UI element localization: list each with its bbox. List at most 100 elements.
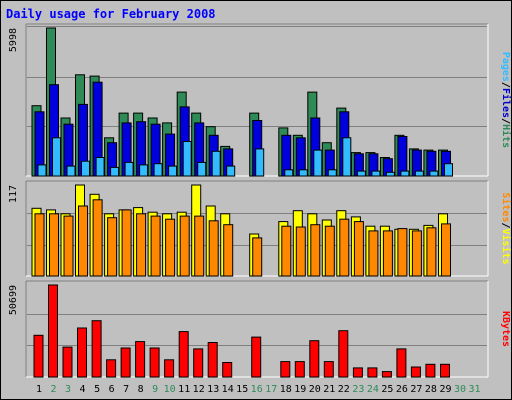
bar-pages <box>342 137 352 177</box>
x-tick-label: 8 <box>138 384 144 395</box>
x-tick-label: 4 <box>79 384 85 395</box>
bar-kbytes <box>33 334 44 378</box>
bar-kbytes <box>164 359 175 378</box>
bar-sites <box>411 230 422 277</box>
bar-kbytes <box>367 367 378 378</box>
bar-kbytes <box>294 361 305 378</box>
bar-pages <box>110 166 120 177</box>
bar-kbytes <box>193 348 204 378</box>
bar-kbytes <box>425 363 436 378</box>
legend-entry: / <box>500 82 511 88</box>
bar-sites <box>63 215 74 277</box>
bar-pages <box>429 170 439 177</box>
x-tick-label: 13 <box>207 384 219 395</box>
bar-pages <box>385 171 395 177</box>
legend-entry: / <box>500 118 511 124</box>
bar-pages <box>66 165 76 177</box>
x-tick-label: 2 <box>50 384 56 395</box>
bar-kbytes <box>440 363 450 378</box>
bar-sites <box>441 223 451 277</box>
chart-title: Daily usage for February 2008 <box>6 7 216 21</box>
x-tick-label: 15 <box>236 384 248 395</box>
bar-pages <box>444 163 453 177</box>
x-tick-label: 5 <box>94 384 100 395</box>
legend-entry: Files <box>500 88 512 118</box>
x-tick-label: 28 <box>425 384 437 395</box>
x-tick-label: 20 <box>309 384 321 395</box>
bar-pages <box>284 169 294 177</box>
bar-sites <box>136 213 147 277</box>
bar-sites <box>194 215 205 277</box>
legend-entry: Pages <box>500 52 511 82</box>
x-tick-label: 7 <box>123 384 129 395</box>
bar-sites <box>252 237 263 277</box>
bar-sites <box>208 220 219 277</box>
bar-pages <box>52 137 61 177</box>
bar-pages <box>400 170 410 177</box>
y-axis-max-label: 117 <box>8 185 19 203</box>
x-tick-label: 25 <box>381 384 393 395</box>
bar-pages <box>168 165 178 177</box>
bar-pages <box>153 163 163 177</box>
x-tick-label: 26 <box>396 384 408 395</box>
bar-pages <box>95 157 105 177</box>
x-tick-label: 29 <box>439 384 451 395</box>
legend-entry: Visits <box>500 229 512 265</box>
bar-pages <box>356 170 366 177</box>
bar-sites <box>382 230 393 277</box>
bar-sites <box>150 215 161 277</box>
bar-pages <box>313 149 323 177</box>
bar-sites <box>49 213 59 277</box>
bar-kbytes <box>178 331 189 378</box>
bar-kbytes <box>120 347 131 378</box>
bar-kbytes <box>48 284 58 378</box>
bar-kbytes <box>149 347 160 378</box>
bar-sites <box>107 217 118 277</box>
bar-kbytes <box>77 327 87 378</box>
legend-label: Sites/Visits <box>500 192 512 264</box>
legend-entry: KBytes <box>500 311 511 347</box>
x-tick-label: 30 <box>454 384 466 395</box>
x-tick-label: 3 <box>65 384 71 395</box>
bar-kbytes <box>410 366 421 378</box>
legend-entry: Hits <box>500 124 512 148</box>
bar-kbytes <box>251 336 262 378</box>
legend-entry: / <box>500 222 511 228</box>
bar-kbytes <box>91 320 102 378</box>
x-tick-label: 9 <box>152 384 158 395</box>
bar-kbytes <box>207 342 218 378</box>
x-tick-label: 17 <box>265 384 277 395</box>
x-tick-label: 22 <box>338 384 350 395</box>
bar-sites <box>324 225 335 277</box>
x-tick-label: 6 <box>109 384 115 395</box>
bar-kbytes <box>352 367 363 378</box>
bar-sites <box>165 218 176 277</box>
bar-sites <box>295 226 306 277</box>
bar-sites <box>223 224 234 277</box>
bar-sites <box>78 205 88 277</box>
x-tick-label: 11 <box>178 384 190 395</box>
legend-entry: Sites <box>500 192 512 222</box>
bar-sites <box>339 218 350 277</box>
x-tick-label: 31 <box>468 384 480 395</box>
y-axis-max-label: 50699 <box>8 285 19 315</box>
x-tick-label: 27 <box>410 384 422 395</box>
bar-sites <box>281 225 292 277</box>
bar-pages <box>226 165 236 177</box>
bar-sites <box>121 209 132 277</box>
bar-kbytes <box>396 348 407 378</box>
bar-pages <box>327 169 337 177</box>
bar-pages <box>298 169 308 177</box>
legend-label: KBytes <box>500 311 511 347</box>
bar-pages <box>37 164 47 177</box>
bar-pages <box>124 161 134 177</box>
bar-pages <box>371 170 381 177</box>
bar-kbytes <box>338 330 349 378</box>
bar-kbytes <box>309 340 320 378</box>
bar-sites <box>397 228 408 277</box>
bar-sites <box>310 224 321 277</box>
x-tick-label: 14 <box>222 384 234 395</box>
y-axis-max-label: 5998 <box>8 28 19 52</box>
bar-sites <box>353 221 364 277</box>
